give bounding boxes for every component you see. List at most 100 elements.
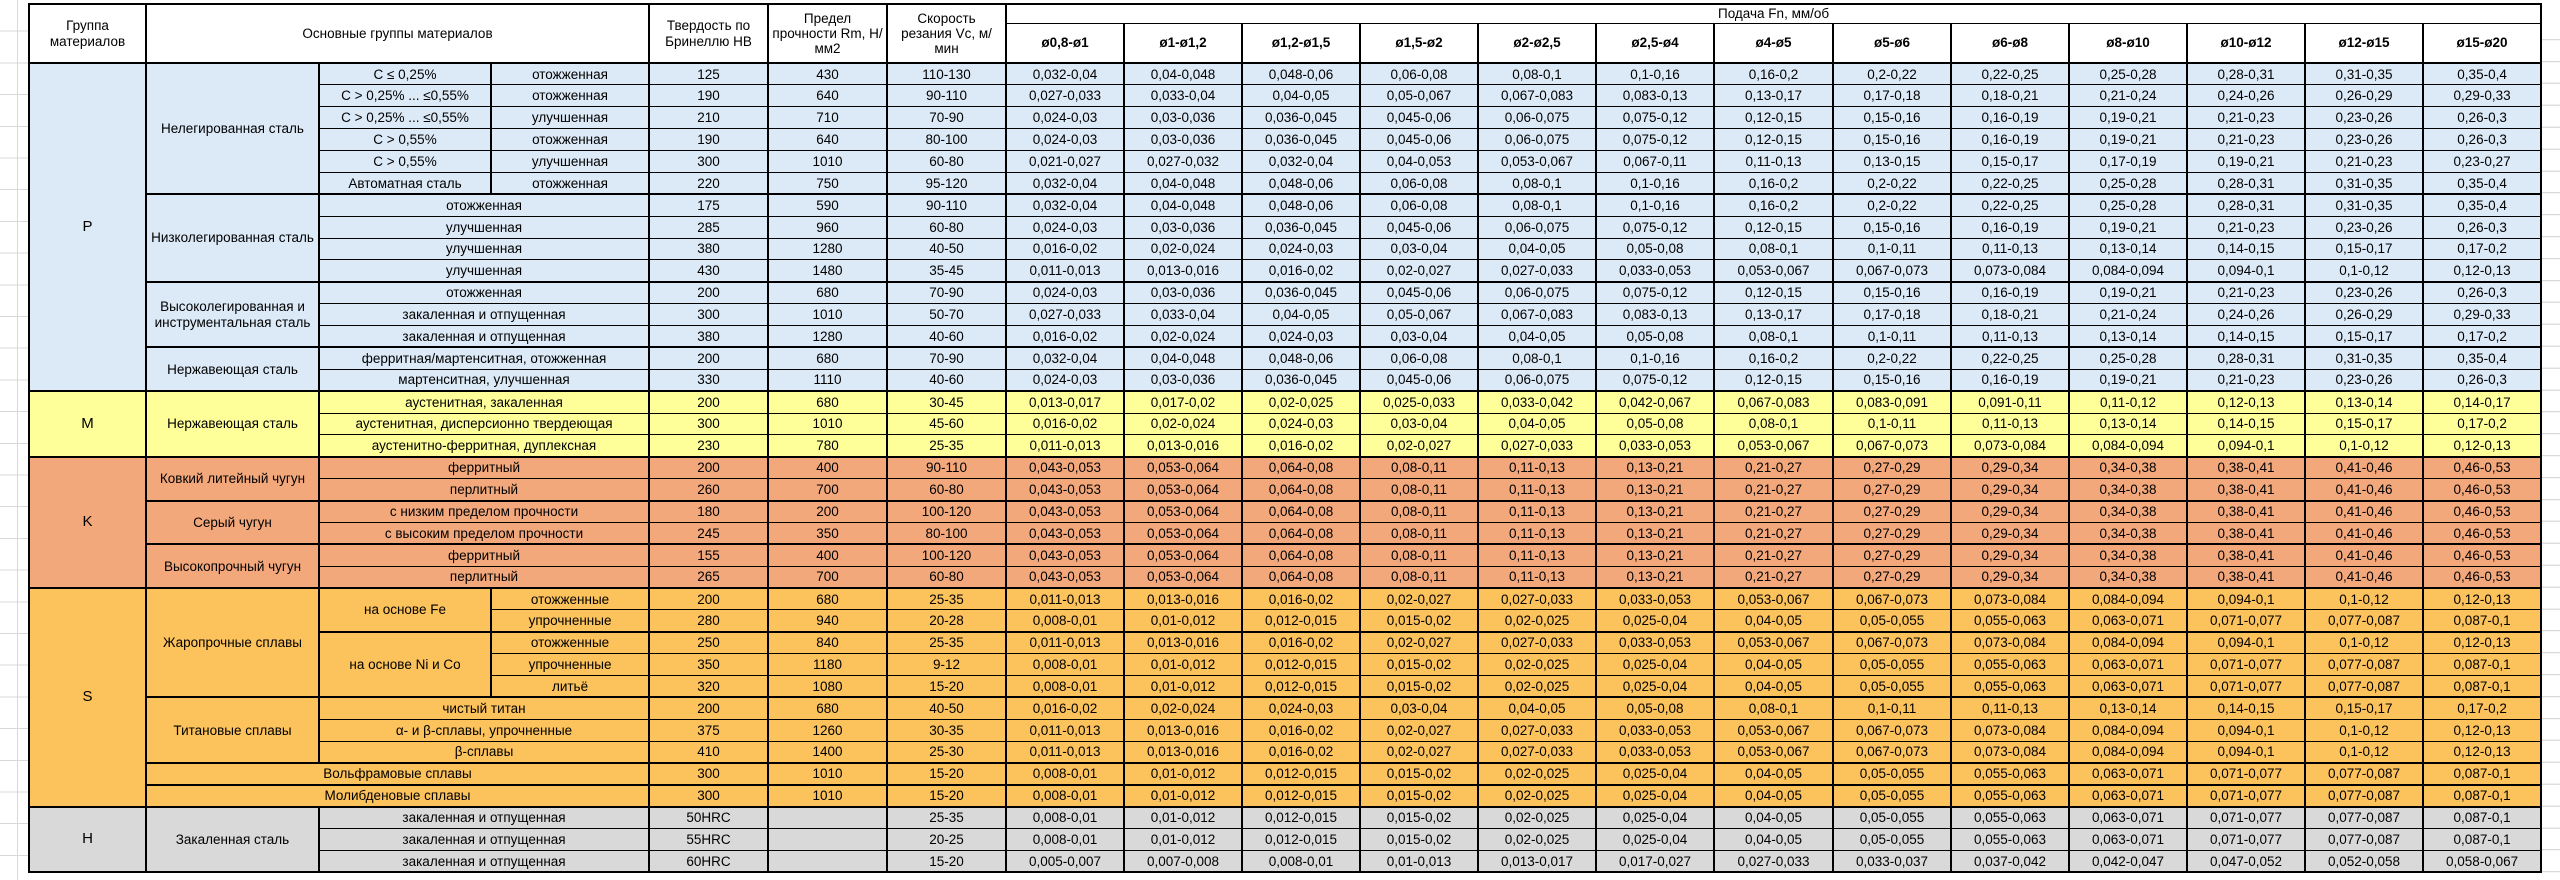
feed-value-cell[interactable]: 0,036-0,045 bbox=[1241, 368, 1362, 392]
feed-value-cell[interactable]: 0,46-0,53 bbox=[2422, 521, 2543, 545]
feed-value-cell[interactable]: 0,29-0,33 bbox=[2422, 84, 2543, 108]
feed-value-cell[interactable]: 0,064-0,08 bbox=[1241, 543, 1362, 567]
feed-value-cell[interactable]: 0,04-0,05 bbox=[1713, 675, 1835, 698]
feed-value-cell[interactable]: 0,007-0,008 bbox=[1123, 850, 1244, 873]
feed-value-cell[interactable]: 0,008-0,01 bbox=[1005, 783, 1126, 808]
feed-value-cell[interactable]: 0,21-0,23 bbox=[2186, 128, 2307, 151]
feed-value-cell[interactable]: 0,01-0,012 bbox=[1123, 783, 1244, 808]
feed-value-cell[interactable]: 0,063-0,071 bbox=[2068, 783, 2189, 808]
feed-value-cell[interactable]: 0,19-0,21 bbox=[2186, 150, 2307, 173]
header-material-group[interactable]: Группа материалов bbox=[28, 3, 147, 64]
speed-cell[interactable]: 20-28 bbox=[886, 609, 1008, 633]
feed-value-cell[interactable]: 0,013-0,016 bbox=[1123, 718, 1244, 742]
feed-value-cell[interactable]: 0,015-0,02 bbox=[1359, 609, 1480, 633]
feed-value-cell[interactable]: 0,06-0,08 bbox=[1359, 171, 1480, 195]
feed-value-cell[interactable]: 0,077-0,087 bbox=[2304, 653, 2425, 676]
feed-value-cell[interactable]: 0,15-0,17 bbox=[2304, 696, 2425, 720]
feed-value-cell[interactable]: 0,21-0,23 bbox=[2186, 368, 2307, 392]
material-cell[interactable]: перлитный bbox=[317, 478, 651, 501]
feed-value-cell[interactable]: 0,22-0,25 bbox=[1950, 62, 2071, 86]
material-cell[interactable]: улучшенная bbox=[489, 150, 651, 173]
hardness-cell[interactable]: 230 bbox=[648, 434, 770, 458]
feed-value-cell[interactable]: 0,015-0,02 bbox=[1359, 805, 1480, 830]
feed-value-cell[interactable]: 0,016-0,02 bbox=[1005, 325, 1126, 348]
speed-cell[interactable]: 20-25 bbox=[886, 828, 1008, 851]
feed-value-cell[interactable]: 0,027-0,033 bbox=[1477, 740, 1598, 764]
feed-value-cell[interactable]: 0,04-0,05 bbox=[1713, 653, 1835, 676]
feed-value-cell[interactable]: 0,13-0,21 bbox=[1595, 565, 1716, 589]
feed-value-cell[interactable]: 0,025-0,04 bbox=[1595, 805, 1716, 830]
feed-value-cell[interactable]: 0,043-0,053 bbox=[1005, 543, 1126, 567]
feed-value-cell[interactable]: 0,06-0,075 bbox=[1477, 280, 1598, 305]
feed-value-cell[interactable]: 0,29-0,34 bbox=[1950, 478, 2071, 501]
feed-value-cell[interactable]: 0,13-0,21 bbox=[1595, 499, 1716, 523]
feed-value-cell[interactable]: 0,084-0,094 bbox=[2068, 587, 2189, 611]
hardness-cell[interactable]: 380 bbox=[648, 325, 770, 348]
material-cell[interactable]: закаленная и отпущенная bbox=[317, 303, 651, 326]
feed-value-cell[interactable]: 0,025-0,04 bbox=[1595, 609, 1716, 633]
feed-value-cell[interactable]: 0,11-0,13 bbox=[1950, 696, 2071, 720]
feed-value-cell[interactable]: 0,29-0,34 bbox=[1950, 521, 2071, 545]
hardness-cell[interactable]: 330 bbox=[648, 368, 770, 392]
feed-value-cell[interactable]: 0,38-0,41 bbox=[2186, 478, 2307, 501]
feed-value-cell[interactable]: 0,045-0,06 bbox=[1359, 368, 1480, 392]
feed-value-cell[interactable]: 0,19-0,21 bbox=[2068, 280, 2189, 305]
feed-value-cell[interactable]: 0,06-0,08 bbox=[1359, 346, 1480, 370]
feed-value-cell[interactable]: 0,12-0,13 bbox=[2422, 587, 2543, 611]
feed-value-cell[interactable]: 0,21-0,24 bbox=[2068, 84, 2189, 108]
header-diameter-cell[interactable]: ø10-ø12 bbox=[2186, 22, 2307, 64]
feed-value-cell[interactable]: 0,03-0,04 bbox=[1359, 412, 1480, 436]
feed-value-cell[interactable]: 0,06-0,075 bbox=[1477, 106, 1598, 130]
feed-value-cell[interactable]: 0,34-0,38 bbox=[2068, 499, 2189, 523]
strength-cell[interactable]: 1400 bbox=[767, 740, 889, 764]
feed-value-cell[interactable]: 0,071-0,077 bbox=[2186, 783, 2307, 808]
feed-value-cell[interactable]: 0,15-0,17 bbox=[1950, 150, 2071, 173]
feed-value-cell[interactable]: 0,05-0,055 bbox=[1832, 828, 1953, 851]
feed-value-cell[interactable]: 0,26-0,3 bbox=[2422, 128, 2543, 151]
feed-value-cell[interactable]: 0,073-0,084 bbox=[1950, 587, 2071, 611]
material-cell[interactable]: отожженная bbox=[317, 280, 651, 305]
feed-value-cell[interactable]: 0,048-0,06 bbox=[1241, 171, 1362, 195]
feed-value-cell[interactable]: 0,23-0,26 bbox=[2304, 280, 2425, 305]
feed-value-cell[interactable]: 0,08-0,1 bbox=[1477, 171, 1598, 195]
feed-value-cell[interactable]: 0,08-0,1 bbox=[1477, 193, 1598, 217]
feed-value-cell[interactable]: 0,008-0,01 bbox=[1005, 675, 1126, 698]
feed-value-cell[interactable]: 0,01-0,012 bbox=[1123, 762, 1244, 786]
material-cell[interactable]: улучшенная bbox=[489, 106, 651, 130]
feed-value-cell[interactable]: 0,008-0,01 bbox=[1005, 653, 1126, 676]
feed-value-cell[interactable]: 0,075-0,12 bbox=[1595, 128, 1716, 151]
hardness-cell[interactable]: 55HRC bbox=[648, 828, 770, 851]
feed-value-cell[interactable]: 0,28-0,31 bbox=[2186, 346, 2307, 370]
feed-value-cell[interactable]: 0,21-0,27 bbox=[1713, 455, 1835, 480]
feed-value-cell[interactable]: 0,073-0,084 bbox=[1950, 259, 2071, 283]
feed-value-cell[interactable]: 0,012-0,015 bbox=[1241, 609, 1362, 633]
feed-value-cell[interactable]: 0,012-0,015 bbox=[1241, 675, 1362, 698]
feed-value-cell[interactable]: 0,071-0,077 bbox=[2186, 609, 2307, 633]
feed-value-cell[interactable]: 0,053-0,064 bbox=[1123, 521, 1244, 545]
feed-value-cell[interactable]: 0,043-0,053 bbox=[1005, 521, 1126, 545]
header-tensile-strength[interactable]: Предел прочности Rm, Н/мм2 bbox=[767, 3, 889, 64]
feed-value-cell[interactable]: 0,11-0,13 bbox=[1477, 455, 1598, 480]
hardness-cell[interactable]: 60HRC bbox=[648, 850, 770, 873]
material-cell[interactable]: перлитный bbox=[317, 565, 651, 589]
material-cell[interactable]: Нелегированная сталь bbox=[145, 61, 320, 195]
feed-value-cell[interactable]: 0,047-0,052 bbox=[2186, 850, 2307, 873]
feed-value-cell[interactable]: 0,2-0,22 bbox=[1832, 193, 1953, 217]
feed-value-cell[interactable]: 0,008-0,01 bbox=[1005, 828, 1126, 851]
feed-value-cell[interactable]: 0,067-0,073 bbox=[1832, 259, 1953, 283]
speed-cell[interactable]: 80-100 bbox=[886, 128, 1008, 151]
feed-value-cell[interactable]: 0,094-0,1 bbox=[2186, 718, 2307, 742]
feed-value-cell[interactable]: 0,46-0,53 bbox=[2422, 543, 2543, 567]
feed-value-cell[interactable]: 0,23-0,26 bbox=[2304, 128, 2425, 151]
feed-value-cell[interactable]: 0,03-0,036 bbox=[1123, 368, 1244, 392]
feed-value-cell[interactable]: 0,16-0,19 bbox=[1950, 215, 2071, 239]
feed-value-cell[interactable]: 0,033-0,053 bbox=[1595, 259, 1716, 283]
feed-value-cell[interactable]: 0,04-0,048 bbox=[1123, 193, 1244, 217]
feed-value-cell[interactable]: 0,17-0,2 bbox=[2422, 325, 2543, 348]
feed-value-cell[interactable]: 0,027-0,033 bbox=[1005, 303, 1126, 326]
feed-value-cell[interactable]: 0,053-0,067 bbox=[1713, 434, 1835, 458]
feed-value-cell[interactable]: 0,34-0,38 bbox=[2068, 543, 2189, 567]
strength-cell[interactable]: 400 bbox=[767, 543, 889, 567]
feed-value-cell[interactable]: 0,08-0,1 bbox=[1713, 412, 1835, 436]
feed-value-cell[interactable]: 0,38-0,41 bbox=[2186, 565, 2307, 589]
